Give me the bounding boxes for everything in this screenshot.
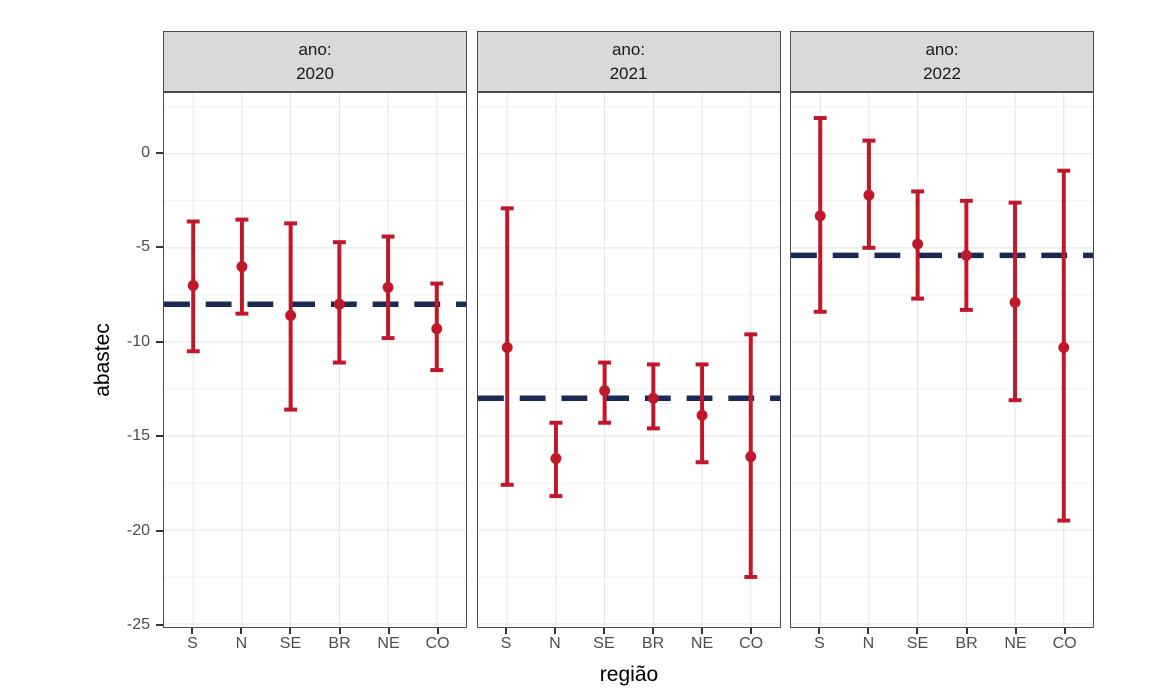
- x-tick-label: BR: [955, 635, 978, 652]
- x-tick-label: BR: [328, 635, 351, 652]
- x-tick-mark: [191, 628, 194, 634]
- point-estimate-CO: [1058, 342, 1070, 353]
- point-estimate-NE: [696, 409, 708, 421]
- y-tick-mark: [156, 246, 163, 249]
- y-tick-label: -5: [135, 238, 150, 256]
- x-tick-mark: [965, 628, 968, 634]
- point-estimate-CO: [744, 451, 756, 463]
- x-tick-label: S: [814, 635, 825, 652]
- point-estimate-SE: [285, 310, 297, 322]
- x-tick-mark: [289, 628, 292, 634]
- errorbar-NE: [1008, 200, 1022, 403]
- plot-panel: [476, 92, 781, 628]
- facet-strip: ano: 2020: [163, 31, 467, 92]
- y-tick-mark: [156, 529, 163, 532]
- x-tick-mark: [338, 628, 341, 634]
- point-estimate-SE: [912, 238, 924, 250]
- point-estimate-CO: [431, 323, 443, 335]
- x-tick-label: S: [500, 635, 512, 652]
- facet-strip: ano: 2022: [790, 31, 1094, 92]
- facet-strip-variable: ano:: [611, 39, 646, 59]
- point-estimate-S: [187, 279, 199, 291]
- point-estimate-S: [814, 210, 826, 222]
- x-tick-label: CO: [1052, 635, 1077, 652]
- point-estimate-BR: [960, 249, 972, 261]
- x-tick-mark: [750, 628, 753, 634]
- errorbar-S: [186, 219, 200, 354]
- point-estimate-N: [236, 261, 248, 273]
- x-tick-mark: [1063, 628, 1066, 634]
- facet-strip-value: 2021: [609, 63, 648, 83]
- x-tick-mark: [867, 628, 870, 634]
- errorbar-SE: [284, 221, 298, 412]
- x-tick-label: N: [549, 635, 561, 652]
- errorbar-NE: [695, 362, 709, 465]
- errorbar-N: [862, 138, 876, 250]
- x-tick-label: N: [235, 635, 248, 652]
- errorbar-S: [500, 206, 514, 487]
- y-tick-label: 0: [141, 144, 150, 161]
- point-estimate-NE: [382, 281, 394, 293]
- facet-strip-variable: ano:: [298, 39, 332, 59]
- y-tick-mark: [156, 435, 163, 438]
- x-tick-label: NE: [690, 635, 714, 652]
- x-tick-label: SE: [279, 635, 302, 652]
- errorbar-SE: [911, 189, 925, 301]
- y-tick-label: -15: [126, 427, 150, 445]
- errorbar-BR: [646, 362, 660, 431]
- point-estimate-N: [863, 189, 875, 201]
- facet-strip: ano: 2021: [476, 31, 781, 92]
- errorbar-SE: [597, 360, 611, 425]
- y-tick-label: -25: [126, 616, 150, 633]
- errorbar-BR: [959, 198, 973, 312]
- x-tick-mark: [701, 628, 704, 634]
- x-tick-mark: [240, 628, 243, 634]
- x-tick-label: SE: [593, 635, 615, 652]
- x-tick-label: S: [187, 635, 198, 652]
- x-tick-mark: [436, 628, 439, 634]
- point-estimate-S: [501, 342, 513, 353]
- x-tick-label: CO: [739, 635, 764, 652]
- facet-strip-value: 2020: [296, 63, 334, 83]
- facet-strip-value: 2022: [923, 63, 961, 83]
- x-tick-label: CO: [425, 635, 450, 652]
- x-tick-mark: [652, 628, 655, 634]
- x-tick-mark: [504, 628, 507, 634]
- errorbar-N: [548, 420, 562, 499]
- point-estimate-SE: [598, 385, 610, 397]
- x-tick-mark: [387, 628, 390, 634]
- errorbar-NE: [381, 234, 395, 341]
- x-tick-mark: [916, 628, 919, 634]
- point-estimate-BR: [333, 298, 345, 310]
- y-tick-mark: [156, 340, 163, 343]
- y-tick-label: -10: [126, 332, 150, 350]
- x-axis-title: região: [599, 663, 659, 686]
- y-tick-label: -20: [126, 521, 150, 539]
- point-estimate-BR: [647, 392, 659, 404]
- errorbar-BR: [332, 240, 346, 365]
- x-tick-mark: [818, 628, 821, 634]
- point-estimate-N: [549, 453, 561, 464]
- x-tick-mark: [553, 628, 556, 634]
- errorbar-S: [813, 116, 827, 314]
- x-tick-label: NE: [377, 635, 400, 652]
- errorbar-CO: [1057, 168, 1071, 523]
- y-tick-mark: [156, 624, 163, 626]
- y-tick-mark: [156, 152, 163, 154]
- point-estimate-NE: [1009, 296, 1021, 308]
- plot-panel: [790, 92, 1094, 628]
- errorbar-CO: [743, 332, 757, 579]
- x-tick-mark: [602, 628, 605, 634]
- errorbar-CO: [430, 281, 444, 373]
- x-tick-label: BR: [641, 635, 665, 652]
- x-tick-label: SE: [906, 635, 929, 652]
- facet-strip-variable: ano:: [925, 39, 959, 59]
- errorbar-N: [235, 217, 249, 316]
- x-tick-label: N: [862, 635, 875, 652]
- plot-panel: [163, 92, 467, 628]
- x-tick-mark: [1014, 628, 1017, 634]
- x-tick-label: NE: [1004, 635, 1027, 652]
